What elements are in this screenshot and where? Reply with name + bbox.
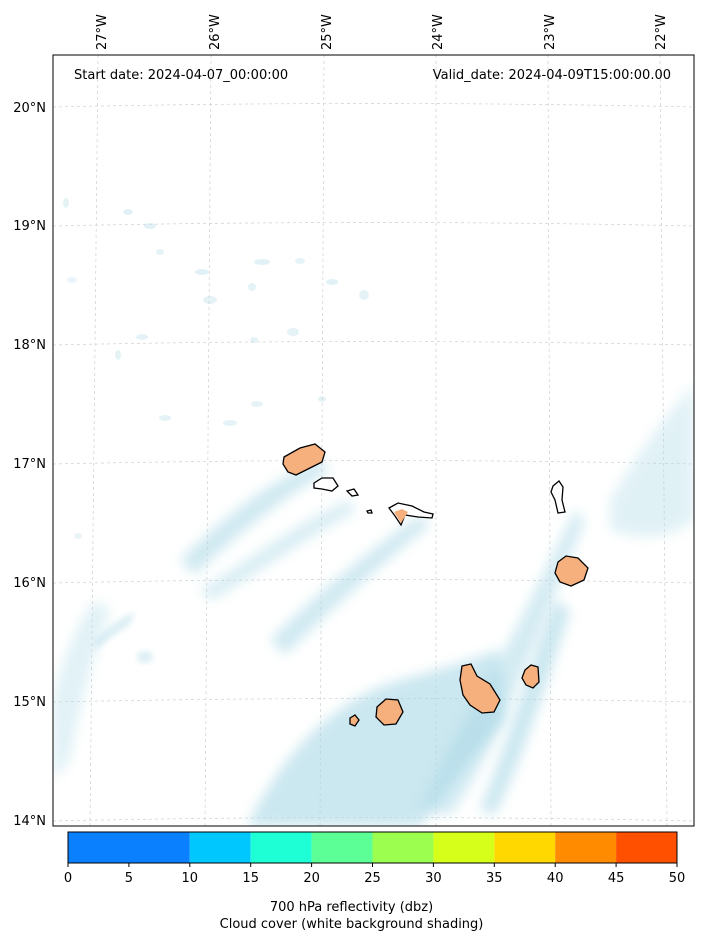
island-sao-vicente bbox=[313, 477, 339, 492]
colorbar-tick-label: 10 bbox=[182, 871, 199, 886]
colorbar-tick-label: 50 bbox=[669, 871, 686, 886]
lat-label-17n: 17°N bbox=[13, 457, 46, 472]
colorbar-tick-label: 25 bbox=[364, 871, 381, 886]
lat-label-16n: 16°N bbox=[13, 576, 46, 591]
lon-label-27w: 27°W bbox=[95, 14, 110, 50]
colorbar-tick-label: 15 bbox=[242, 871, 259, 886]
lon-label-23w: 23°W bbox=[543, 14, 558, 50]
lon-label-25w: 25°W bbox=[320, 14, 335, 50]
parallel-17n bbox=[53, 460, 694, 465]
valid-date-text: Valid_date: 2024-04-09T15:00:00.00 bbox=[433, 68, 671, 83]
longitude-labels: 27°W 26°W 25°W 24°W 23°W 22°W bbox=[95, 14, 669, 50]
colorbar-segment bbox=[555, 832, 617, 863]
colorbar-caption-line1: 700 hPa reflectivity (dbz) bbox=[269, 900, 434, 915]
meridian-23w bbox=[547, 55, 552, 826]
island-santiago bbox=[459, 663, 501, 714]
lat-label-18n: 18°N bbox=[13, 338, 46, 353]
latitude-labels: 20°N 19°N 18°N 17°N 16°N 15°N 14°N bbox=[13, 101, 46, 829]
colorbar-tick-label: 20 bbox=[303, 871, 320, 886]
meridian-25w bbox=[319, 55, 325, 826]
map-frame bbox=[52, 54, 695, 827]
island-maio bbox=[521, 664, 540, 689]
meridian-27w bbox=[89, 55, 99, 826]
colorbar-segment bbox=[311, 832, 373, 863]
meridian-26w bbox=[204, 55, 212, 826]
colorbar-tick-label: 30 bbox=[425, 871, 442, 886]
lat-label-19n: 19°N bbox=[13, 219, 46, 234]
island-brava bbox=[349, 714, 360, 727]
lon-label-24w: 24°W bbox=[431, 14, 446, 50]
lat-label-14n: 14°N bbox=[13, 814, 46, 829]
lat-label-20n: 20°N bbox=[13, 101, 46, 116]
colorbar-segment bbox=[494, 832, 556, 863]
parallel-18n bbox=[53, 341, 694, 346]
colorbar-segment bbox=[68, 832, 190, 863]
colorbar-tick-label: 0 bbox=[64, 871, 72, 886]
colorbar-segment bbox=[616, 832, 677, 863]
colorbar: 0 5 10 15 20 25 30 35 40 45 50 bbox=[64, 831, 686, 886]
island-sao-nicolau-fill bbox=[394, 509, 408, 523]
lon-label-22w: 22°W bbox=[654, 14, 669, 50]
reflectivity-shading bbox=[53, 198, 694, 826]
parallel-16n bbox=[53, 579, 694, 584]
island-islet bbox=[366, 509, 373, 514]
colorbar-caption-line2: Cloud cover (white background shading) bbox=[219, 917, 484, 932]
colorbar-tick-label: 5 bbox=[125, 871, 133, 886]
island-fogo bbox=[375, 698, 404, 726]
colorbar-tick-label: 40 bbox=[547, 871, 564, 886]
island-sal bbox=[550, 480, 566, 514]
colorbar-segment bbox=[250, 832, 312, 863]
parallel-20n bbox=[53, 103, 694, 108]
colorbar-tick-label: 35 bbox=[486, 871, 503, 886]
colorbar-segment bbox=[433, 832, 495, 863]
colorbar-tick-label: 45 bbox=[608, 871, 625, 886]
islands bbox=[282, 443, 589, 727]
colorbar-segment bbox=[372, 832, 434, 863]
colorbar-segment bbox=[189, 832, 251, 863]
island-santa-luzia bbox=[345, 488, 360, 497]
lat-label-15n: 15°N bbox=[13, 695, 46, 710]
island-santo-antao bbox=[282, 443, 326, 476]
lon-label-26w: 26°W bbox=[208, 14, 223, 50]
start-date-text: Start date: 2024-04-07_00:00:00 bbox=[74, 68, 288, 83]
parallel-19n bbox=[53, 222, 694, 227]
island-boa-vista bbox=[554, 555, 589, 587]
